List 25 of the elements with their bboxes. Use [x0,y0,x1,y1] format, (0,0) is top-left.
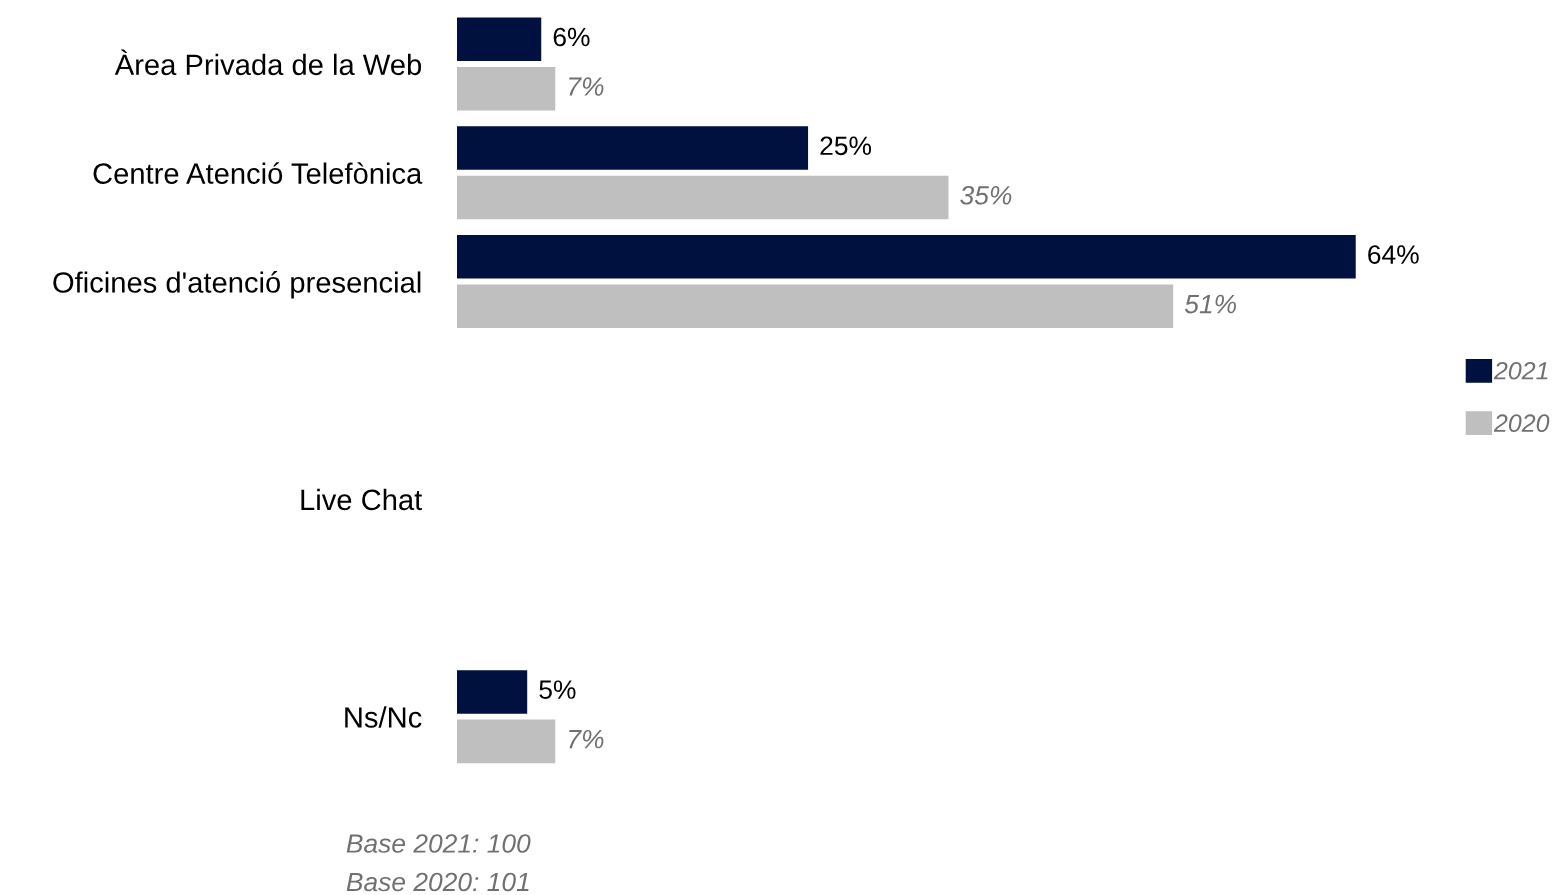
bar [456,175,949,220]
bar [456,670,528,714]
legend-label: 2020 [1493,414,1550,433]
text: Base 2020: 101 [346,872,529,892]
data-label: 7% [569,77,604,96]
y-tick-label: Oficines d'atenció presencial [53,271,421,299]
bar [456,126,809,170]
bar [456,235,1356,279]
bar [456,17,542,62]
y-tick-label: Ns/Nc [345,706,422,728]
bar [456,67,556,111]
data-label: 7% [569,729,604,749]
data-label: 6% [553,27,590,47]
bar [456,719,556,764]
data-label: 51% [1184,294,1236,314]
y-tick-label: Centre Atenció Telefònica [93,162,423,184]
data-label: 35% [960,185,1012,205]
data-label: 5% [539,680,576,699]
data-label: 64% [1368,245,1419,264]
text: Base 2021: 100 [346,834,531,853]
y-tick-label: Live Chat [301,488,423,511]
data-label: 25% [820,136,872,156]
y-tick-label: Àrea Privada de la Web [114,49,422,76]
legend-label: 2021 [1493,361,1548,380]
bar [456,284,1174,329]
